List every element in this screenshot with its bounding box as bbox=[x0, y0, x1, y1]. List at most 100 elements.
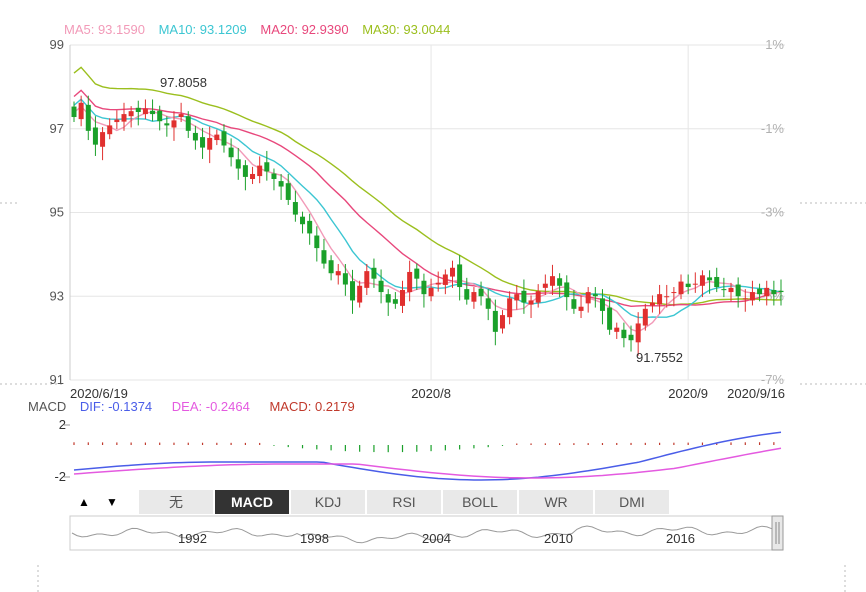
candle-body bbox=[642, 308, 648, 326]
candle-body bbox=[621, 329, 627, 339]
date-tick-label: 2020/8 bbox=[411, 386, 451, 401]
date-tick-label: 2020/6/19 bbox=[70, 386, 128, 401]
candle-body bbox=[257, 165, 263, 177]
ma10-legend: MA10: 93.1209 bbox=[158, 22, 247, 37]
dea-legend: DEA: -0.2464 bbox=[171, 399, 250, 414]
candle-body bbox=[214, 134, 220, 141]
candle-body bbox=[271, 173, 277, 179]
candle-body bbox=[671, 292, 677, 294]
candle-body bbox=[164, 123, 170, 126]
candle-body bbox=[542, 283, 548, 288]
candle-body bbox=[685, 283, 691, 288]
ma30-legend: MA30: 93.0044 bbox=[362, 22, 451, 37]
candle-body bbox=[757, 288, 763, 295]
candle-body bbox=[128, 111, 134, 117]
candle-body bbox=[749, 292, 755, 301]
candle-body bbox=[135, 107, 141, 112]
up-arrow-button[interactable]: ▲ bbox=[70, 489, 98, 515]
candle-body bbox=[142, 108, 148, 115]
candle-body bbox=[328, 260, 334, 274]
navigator-box bbox=[69, 515, 784, 551]
tab-wr[interactable]: WR bbox=[518, 489, 594, 515]
tab-boll[interactable]: BOLL bbox=[442, 489, 518, 515]
macd-tick-label: -2 bbox=[54, 469, 66, 484]
candle-body bbox=[242, 165, 248, 177]
tab-rsi[interactable]: RSI bbox=[366, 489, 442, 515]
date-tick-label: 2020/9 bbox=[668, 386, 708, 401]
tab-kdj[interactable]: KDJ bbox=[290, 489, 366, 515]
candle-body bbox=[678, 281, 684, 295]
macd-indicator-label: MACD bbox=[28, 399, 67, 414]
candle-body bbox=[728, 287, 734, 293]
navigator-year-label: 2010 bbox=[544, 531, 573, 546]
candle-body bbox=[778, 290, 784, 293]
candle-body bbox=[521, 290, 527, 303]
price-tick-label: 99 bbox=[50, 37, 64, 52]
candle-body bbox=[492, 310, 498, 332]
candle-body bbox=[278, 181, 284, 187]
candle-body bbox=[264, 162, 270, 172]
candle-body bbox=[85, 104, 91, 131]
candle-body bbox=[100, 132, 106, 147]
down-arrow-button[interactable]: ▼ bbox=[98, 489, 126, 515]
navigator-year-label: 1992 bbox=[178, 531, 207, 546]
candle-body bbox=[771, 289, 777, 295]
candle-body bbox=[478, 288, 484, 297]
tab-none[interactable]: 无 bbox=[138, 489, 214, 515]
candle-body bbox=[300, 216, 306, 225]
candle-body bbox=[357, 285, 363, 303]
candle-body bbox=[714, 276, 720, 288]
candle-body bbox=[449, 267, 455, 277]
candle-body bbox=[535, 291, 541, 303]
candle-body bbox=[378, 280, 384, 293]
candle-body bbox=[392, 299, 398, 304]
candle-body bbox=[585, 292, 591, 304]
macd-legend: MACD DIF: -0.1374 DEA: -0.2464 MACD: 0.2… bbox=[28, 399, 371, 414]
tab-dmi[interactable]: DMI bbox=[594, 489, 670, 515]
dea-line bbox=[73, 447, 782, 479]
candle-body bbox=[628, 334, 634, 341]
percent-tick-label: -1% bbox=[761, 121, 785, 136]
ma5-legend: MA5: 93.1590 bbox=[64, 22, 145, 37]
candle-body bbox=[614, 327, 620, 332]
candle-body bbox=[185, 116, 191, 131]
candle-body bbox=[428, 287, 434, 297]
candle-body bbox=[78, 102, 84, 120]
candle-body bbox=[71, 106, 77, 118]
candle-body bbox=[407, 271, 413, 293]
candle-body bbox=[207, 137, 213, 150]
ma-legend: MA5: 93.1590 MA10: 93.1209 MA20: 92.9390… bbox=[64, 22, 460, 37]
macd-value-legend: MACD: 0.2179 bbox=[269, 399, 355, 414]
candle-body bbox=[485, 298, 491, 309]
candle-body bbox=[285, 183, 291, 200]
ma10-line bbox=[73, 98, 782, 319]
candle-body bbox=[764, 287, 770, 297]
candle-body bbox=[114, 119, 120, 123]
candle-body bbox=[599, 298, 605, 311]
candle-body bbox=[721, 289, 727, 291]
candle-body bbox=[649, 302, 655, 306]
candle-body bbox=[342, 273, 348, 285]
candle-body bbox=[699, 275, 705, 286]
candle-body bbox=[578, 306, 584, 311]
percent-tick-label: -7% bbox=[761, 372, 785, 387]
candle-body bbox=[221, 131, 227, 146]
high-price-label: 97.8058 bbox=[160, 75, 207, 90]
candle-body bbox=[200, 137, 206, 148]
ma30-line bbox=[73, 66, 782, 306]
candle-body bbox=[735, 284, 741, 297]
candle-body bbox=[664, 296, 670, 298]
tab-macd[interactable]: MACD bbox=[214, 489, 290, 515]
candle-body bbox=[607, 307, 613, 330]
candle-body bbox=[657, 294, 663, 305]
candle-body bbox=[292, 202, 298, 215]
candle-body bbox=[435, 282, 441, 285]
candle-body bbox=[742, 298, 748, 300]
candle-body bbox=[421, 280, 427, 295]
navigator-handle[interactable] bbox=[771, 515, 784, 551]
price-tick-label: 93 bbox=[50, 288, 64, 303]
ma5-line bbox=[73, 105, 782, 333]
navigator-year-label: 2016 bbox=[666, 531, 695, 546]
candle-body bbox=[178, 114, 184, 118]
price-tick-label: 97 bbox=[50, 121, 64, 136]
